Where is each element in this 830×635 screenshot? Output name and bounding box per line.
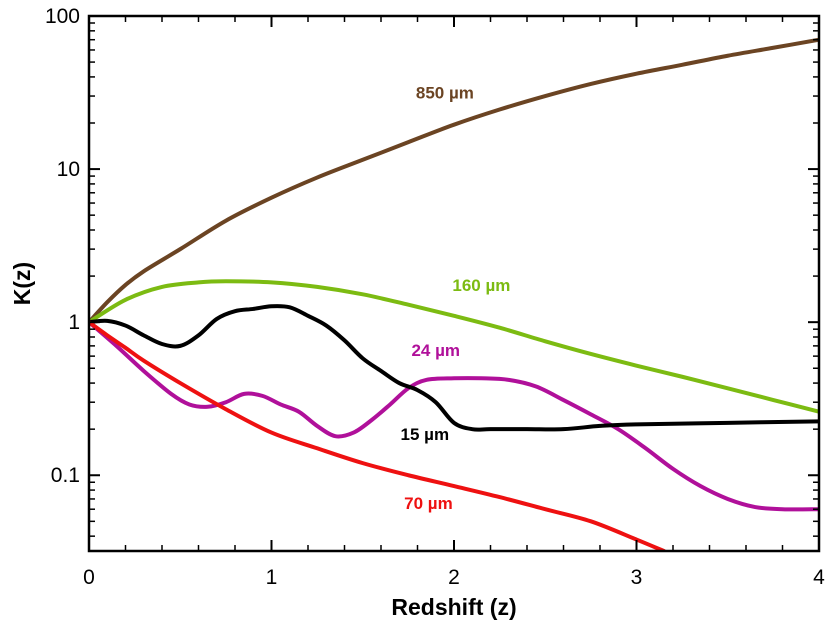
y-tick-label: 1 [68,311,80,334]
x-axis-title: Redshift (z) [391,594,516,620]
series-line-15mum [89,304,819,432]
ticks-layer: 0 1 2 3 4 0.1 1 10 100 [45,5,825,589]
series-line-70mum [89,320,666,551]
series-label-70mum: 70 µm [404,494,453,513]
x-tick-label: 1 [266,566,278,589]
series-line-160mum [89,279,819,414]
y-tick-label: 10 [57,158,80,181]
series-line-24mum [89,320,819,512]
y-tick-label: 0.1 [51,464,80,487]
series-label-850mum: 850 µm [416,83,474,102]
y-tick-label: 100 [45,5,80,28]
y-axis-title: K(z) [9,262,35,305]
annotation-layer: 850 µm 160 µm 24 µm 15 µm 70 µm [401,83,511,513]
series-label-160mum: 160 µm [452,276,510,295]
x-tick-label: 3 [631,566,643,589]
series-label-15mum: 15 µm [401,425,450,444]
series-layer [89,37,819,551]
x-tick-label: 0 [83,566,95,589]
x-tick-label: 2 [448,566,460,589]
series-label-24mum: 24 µm [411,341,460,360]
series-line-850mum [89,37,819,325]
x-tick-label: 4 [813,566,825,589]
